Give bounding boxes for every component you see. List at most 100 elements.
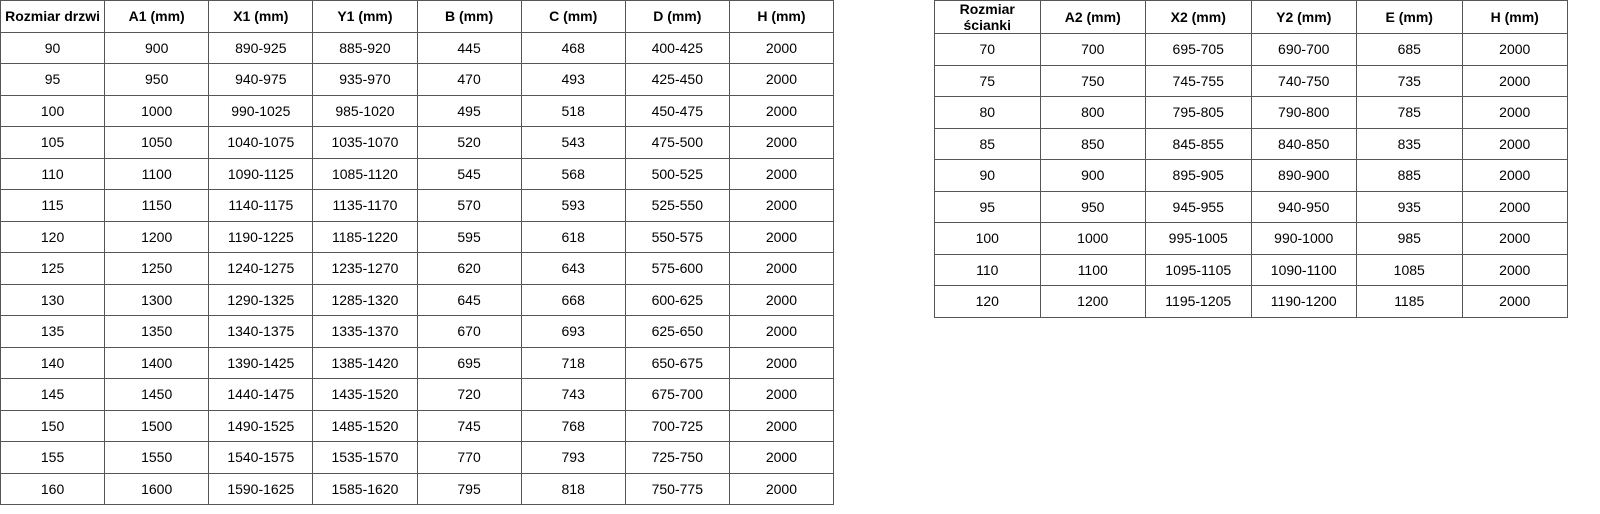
table-cell: 643	[520, 252, 626, 285]
table-cell: 743	[520, 378, 626, 411]
table-cell: 1185-1220	[312, 220, 418, 253]
table-cell: 1240-1275	[208, 252, 314, 285]
table-cell: 1085	[1356, 253, 1463, 286]
table-cell: 885-920	[312, 31, 418, 64]
table-cell: 2000	[728, 441, 835, 474]
table-cell: 1440-1475	[208, 378, 314, 411]
table-cell: 1035-1070	[312, 126, 418, 159]
table-cell: 800	[1039, 96, 1146, 129]
column-header: D (mm)	[624, 0, 730, 33]
table-row: 145 1450 1440-1475 1435-1520 720 743 675-700 20…	[0, 378, 835, 411]
table-cell: 840-850	[1250, 127, 1357, 160]
table-cell: 675-700	[624, 378, 730, 411]
table-cell: 2000	[728, 378, 835, 411]
table-cell: 2000	[728, 63, 835, 96]
table-cell: 695-705	[1145, 33, 1252, 66]
table-cell: 135	[0, 315, 106, 348]
table-cell: 568	[520, 157, 626, 190]
table-cell: 2000	[728, 189, 835, 222]
table-cell: 995-1005	[1145, 222, 1252, 255]
table-row: 100 1000 990-1025 985-1020 495 518 450-475 2000	[0, 94, 835, 127]
table-cell: 725-750	[624, 441, 730, 474]
table-cell: 668	[520, 283, 626, 316]
table-cell: 1385-1420	[312, 346, 418, 379]
table-cell: 695	[416, 346, 522, 379]
table-cell: 1085-1120	[312, 157, 418, 190]
table-cell: 600-625	[624, 283, 730, 316]
table-cell: 2000	[728, 315, 835, 348]
wall-size-table: Rozmiar ścianki A2 (mm) X2 (mm) Y2 (mm) E (m…	[934, 0, 1568, 318]
table-cell: 80	[934, 96, 1041, 129]
table-cell: 1400	[104, 346, 210, 379]
table-cell: 795	[416, 472, 522, 505]
table-cell: 110	[934, 253, 1041, 286]
column-header: Rozmiar ścianki	[934, 0, 1041, 34]
column-header: H (mm)	[728, 0, 835, 33]
table-cell: 700-725	[624, 409, 730, 442]
table-cell: 900	[104, 31, 210, 64]
table-cell: 1200	[104, 220, 210, 253]
table-cell: 1150	[104, 189, 210, 222]
table-cell: 95	[0, 63, 106, 96]
table-cell: 470	[416, 63, 522, 96]
table-cell: 885	[1356, 159, 1463, 192]
table-cell: 90	[0, 31, 106, 64]
table-cell: 95	[934, 190, 1041, 223]
table-cell: 785	[1356, 96, 1463, 129]
table-cell: 2000	[728, 157, 835, 190]
table-cell: 2000	[1461, 285, 1568, 318]
column-header: B (mm)	[416, 0, 522, 33]
table-cell: 1190-1200	[1250, 285, 1357, 318]
table-cell: 1050	[104, 126, 210, 159]
table-cell: 940-975	[208, 63, 314, 96]
table-cell: 1340-1375	[208, 315, 314, 348]
table-cell: 130	[0, 283, 106, 316]
table-cell: 700	[1039, 33, 1146, 66]
table-cell: 1235-1270	[312, 252, 418, 285]
table-cell: 450-475	[624, 94, 730, 127]
table-cell: 1550	[104, 441, 210, 474]
table-cell: 2000	[728, 126, 835, 159]
table-row: 105 1050 1040-1075 1035-1070 520 543 475-500 20…	[0, 126, 835, 159]
column-header: A1 (mm)	[104, 0, 210, 33]
table-cell: 795-805	[1145, 96, 1252, 129]
door-size-table: Rozmiar drzwi A1 (mm) X1 (mm) Y1 (mm) B (mm)…	[0, 0, 835, 505]
table-cell: 1195-1205	[1145, 285, 1252, 318]
table-cell: 2000	[1461, 96, 1568, 129]
table-cell: 890-925	[208, 31, 314, 64]
table-cell: 100	[0, 94, 106, 127]
table-cell: 1100	[1039, 253, 1146, 286]
table-cell: 2000	[1461, 64, 1568, 97]
table-cell: 950	[104, 63, 210, 96]
table-cell: 845-855	[1145, 127, 1252, 160]
table-cell: 105	[0, 126, 106, 159]
table-cell: 690-700	[1250, 33, 1357, 66]
table-row: 135 1350 1340-1375 1335-1370 670 693 625-650 20…	[0, 315, 835, 348]
table-cell: 1600	[104, 472, 210, 505]
table-row: 85 850 845-855 840-850 835 2000	[934, 127, 1568, 160]
table-row: 155 1550 1540-1575 1535-1570 770 793 725-750 20…	[0, 441, 835, 474]
table-cell: 1090-1125	[208, 157, 314, 190]
table-row: 125 1250 1240-1275 1235-1270 620 643 575-600 20…	[0, 252, 835, 285]
table-cell: 945-955	[1145, 190, 1252, 223]
table-cell: 1140-1175	[208, 189, 314, 222]
table-cell: 790-800	[1250, 96, 1357, 129]
table-cell: 735	[1356, 64, 1463, 97]
table-cell: 2000	[728, 472, 835, 505]
table-cell: 525-550	[624, 189, 730, 222]
table-row: 115 1150 1140-1175 1135-1170 570 593 525-550 20…	[0, 189, 835, 222]
header-row: Rozmiar ścianki A2 (mm) X2 (mm) Y2 (mm) E (m…	[934, 0, 1568, 34]
table-cell: 1300	[104, 283, 210, 316]
column-header: Y1 (mm)	[312, 0, 418, 33]
table-cell: 750-775	[624, 472, 730, 505]
table-cell: 1200	[1039, 285, 1146, 318]
table-cell: 500-525	[624, 157, 730, 190]
table-cell: 1490-1525	[208, 409, 314, 442]
column-header: E (mm)	[1356, 0, 1463, 34]
column-header: X1 (mm)	[208, 0, 314, 33]
table-cell: 1090-1100	[1250, 253, 1357, 286]
table-cell: 115	[0, 189, 106, 222]
table-cell: 110	[0, 157, 106, 190]
table-cell: 400-425	[624, 31, 730, 64]
table-cell: 595	[416, 220, 522, 253]
